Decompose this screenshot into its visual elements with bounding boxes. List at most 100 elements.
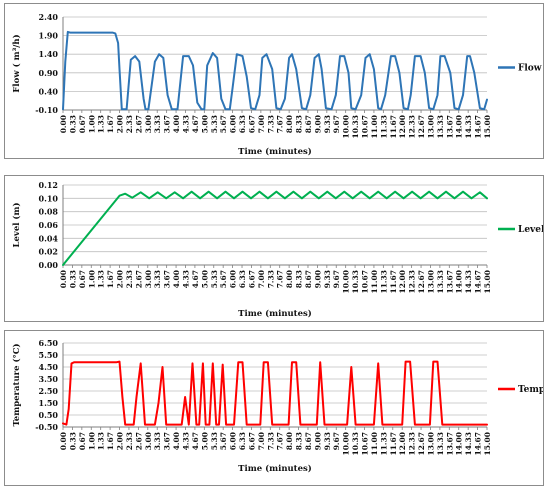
x-tick-label: 12.00 [398,115,407,139]
y-tick-label: 0.12 [39,180,58,190]
x-tick-label: 1.33 [97,115,106,133]
x-tick-label: 13.00 [426,270,435,294]
x-tick-label: 10.00 [342,115,351,139]
x-tick-label: 6.00 [229,115,238,133]
x-tick-label: 5.33 [210,115,219,133]
y-tick-label: 2.50 [39,386,59,396]
x-tick-label: 5.33 [210,432,219,450]
x-tick-label: 0.00 [59,270,68,288]
x-tick-label: 7.67 [276,115,285,133]
x-tick-label: 4.00 [172,115,181,133]
x-tick-label: 2.00 [116,432,125,450]
y-tick-label: -0.50 [35,422,58,432]
x-tick-label: 9.00 [313,115,322,133]
x-tick-label: 13.33 [436,432,445,456]
x-tick-label: 5.67 [219,115,228,133]
x-tick-label: 0.67 [78,115,87,133]
y-axis-label: Level (m) [11,203,22,248]
flow-chart-panel: 2.40 1.90 1.40 0.90 0.40 -0.10 0.00 0.33 0.67 1.0… [4,3,544,159]
x-tick-label: 15.00 [483,115,492,139]
x-tick-label: 0.33 [68,115,77,133]
legend-label: Temp [518,385,543,395]
x-tick-label: 9.00 [313,432,322,450]
y-tick-label: 6.50 [39,338,59,348]
y-tick-label: 1.40 [39,49,59,59]
x-tick-label: 2.33 [125,432,134,450]
y-tick-label: 0.00 [39,260,59,270]
y-tick-label: 0.06 [39,220,59,230]
y-tick-label: 0.02 [39,247,58,257]
x-tick-label: 3.67 [163,270,172,288]
x-tick-label: 1.00 [87,115,96,133]
x-tick-label: 12.33 [408,432,417,456]
x-tick-label: 2.33 [125,270,134,288]
x-tick-label: 14.67 [474,432,483,456]
x-tick-label: 10.33 [351,115,360,139]
x-tick-label: 5.67 [219,432,228,450]
x-tick-label: 13.33 [436,270,445,294]
x-tick-label: 15.00 [483,432,492,456]
x-tick-label: 9.00 [313,270,322,288]
y-tick-label: 2.40 [39,12,59,22]
x-tick-label: 7.67 [276,432,285,450]
temperature-chart: 6.50 5.50 4.50 3.50 2.50 1.50 0.50 -0.500.00 0.3… [11,338,543,474]
x-tick-label: 14.67 [474,270,483,294]
x-tick-label: 7.67 [276,270,285,288]
x-tick-label: 2.33 [125,115,134,133]
x-tick-label: 8.00 [285,432,294,450]
x-tick-label: 10.67 [361,270,370,294]
x-tick-label: 3.00 [144,270,153,288]
y-tick-label: 3.50 [39,374,59,384]
x-tick-label: 8.33 [295,432,304,450]
flow-chart: 2.40 1.90 1.40 0.90 0.40 -0.100.00 0.33 0.67 1.0… [11,12,542,157]
x-tick-label: 9.33 [323,432,332,450]
y-tick-label: 0.10 [39,193,59,203]
x-tick-label: 11.00 [370,432,379,456]
temperature-chart-panel: 6.50 5.50 4.50 3.50 2.50 1.50 0.50 -0.50 0.00 0.3… [4,330,544,486]
x-tick-label: 11.33 [379,432,388,456]
x-tick-label: 14.33 [464,432,473,456]
x-tick-label: 3.67 [163,432,172,450]
x-tick-label: 4.00 [172,270,181,288]
x-tick-label: 2.67 [134,270,143,288]
x-tick-label: 6.33 [238,432,247,450]
y-tick-label: -0.10 [35,105,58,115]
x-tick-label: 13.00 [426,432,435,456]
x-tick-label: 9.33 [323,270,332,288]
x-tick-label: 0.33 [68,270,77,288]
y-tick-label: 4.50 [39,362,59,372]
y-axis-label: Temperature (°C) [11,343,22,426]
x-tick-label: 1.00 [87,432,96,450]
x-tick-label: 7.00 [257,270,266,288]
y-tick-label: 5.50 [39,350,59,360]
x-tick-label: 9.67 [332,115,341,133]
x-tick-label: 1.67 [106,432,115,450]
x-tick-label: 12.00 [398,432,407,456]
x-tick-label: 12.67 [417,115,426,139]
x-tick-label: 5.67 [219,270,228,288]
x-tick-label: 4.00 [172,432,181,450]
x-tick-label: 6.00 [229,432,238,450]
x-tick-label: 3.00 [144,115,153,133]
x-tick-label: 2.67 [134,115,143,133]
x-tick-label: 2.67 [134,432,143,450]
x-tick-label: 12.33 [408,270,417,294]
x-tick-label: 12.67 [417,432,426,456]
x-tick-label: 4.33 [181,432,190,450]
x-tick-label: 14.33 [464,115,473,139]
x-tick-label: 2.00 [116,115,125,133]
x-tick-label: 9.67 [332,270,341,288]
x-tick-label: 13.33 [436,115,445,139]
x-tick-label: 1.33 [97,270,106,288]
x-tick-label: 12.00 [398,270,407,294]
series-line-level [62,190,488,266]
x-tick-label: 13.67 [445,432,454,456]
x-tick-label: 10.67 [361,432,370,456]
x-axis-label: Time (minutes) [238,146,312,157]
level-chart-panel: 0.12 0.10 0.08 0.06 0.04 0.02 0.00 0.00 0.33 0.67… [4,175,544,322]
x-tick-label: 11.33 [379,270,388,294]
x-tick-label: 10.00 [342,270,351,294]
x-tick-label: 1.67 [106,270,115,288]
x-tick-label: 15.00 [483,270,492,294]
x-tick-label: 4.67 [191,270,200,288]
